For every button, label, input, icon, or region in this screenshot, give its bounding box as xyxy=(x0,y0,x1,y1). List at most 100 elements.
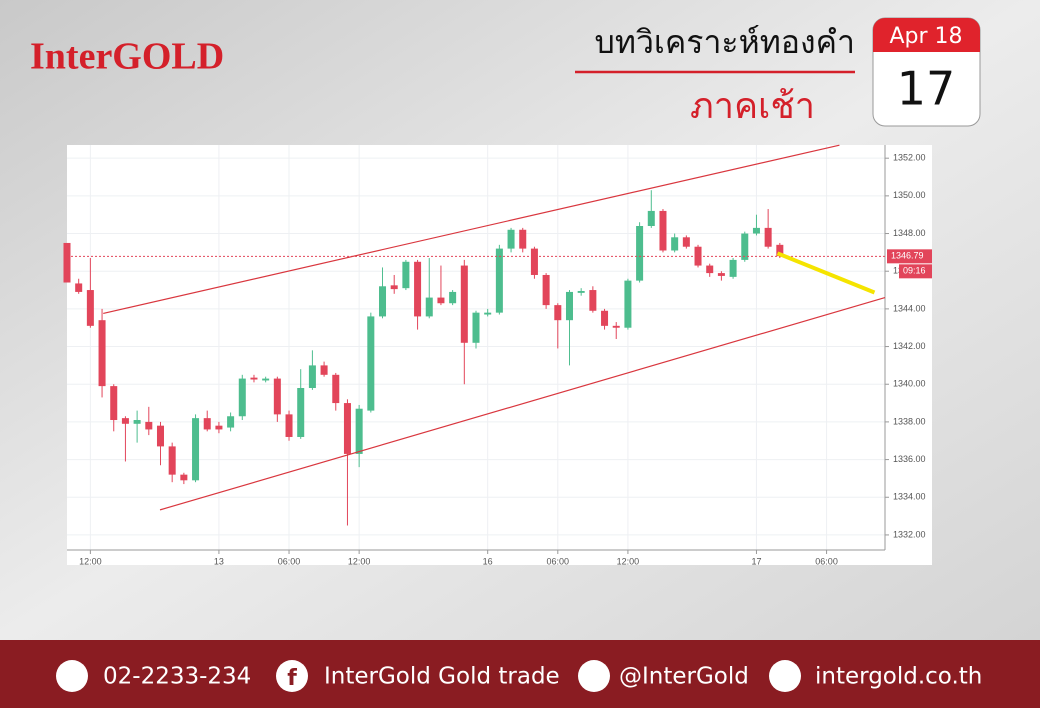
candle-body xyxy=(577,290,585,293)
candle-body xyxy=(764,227,772,247)
candle-body xyxy=(285,414,293,437)
candle-body xyxy=(215,425,223,430)
candle-body xyxy=(530,248,538,275)
x-tick-label: 06:00 xyxy=(815,556,838,566)
y-tick-label: 1336.00 xyxy=(893,454,926,464)
candle-body xyxy=(379,286,387,317)
candle-body xyxy=(262,378,270,381)
candle-body xyxy=(682,237,690,247)
title: บทวิเคราะห์ทองคำ xyxy=(595,23,855,61)
y-tick-label: 1344.00 xyxy=(893,303,926,313)
y-tick-label: 1334.00 xyxy=(893,492,926,502)
y-tick-label: 1348.00 xyxy=(893,228,926,238)
candle-body xyxy=(542,274,550,306)
candle-body xyxy=(110,386,118,421)
candle-body xyxy=(145,421,153,430)
x-tick-label: 06:00 xyxy=(547,556,570,566)
calendar-month: Apr 18 xyxy=(889,24,962,49)
candle-body xyxy=(192,418,200,481)
line-icon xyxy=(578,660,610,692)
candle-body xyxy=(402,261,410,289)
candle-body xyxy=(659,210,667,251)
candle-body xyxy=(297,388,305,437)
y-tick-label: 1338.00 xyxy=(893,416,926,426)
x-tick-label: 17 xyxy=(751,556,761,566)
candle-body xyxy=(472,312,480,343)
x-tick-label: 13 xyxy=(214,556,224,566)
x-tick-label: 12:00 xyxy=(617,556,640,566)
countdown-box xyxy=(899,264,932,279)
brand: InterGOLD xyxy=(30,36,224,78)
candle-body xyxy=(507,229,515,249)
calendar-day: 17 xyxy=(897,62,956,116)
candle-body xyxy=(671,237,679,251)
candle-body xyxy=(133,420,141,424)
y-tick-label: 1332.00 xyxy=(893,529,926,539)
candle-body xyxy=(156,425,164,447)
price-label-box xyxy=(887,249,932,264)
y-tick-label: 1352.00 xyxy=(893,153,926,163)
candle-body xyxy=(425,297,433,317)
countdown: 09:16 xyxy=(903,266,926,276)
candle-body xyxy=(250,377,258,380)
phone: 02-2233-234 xyxy=(103,664,251,690)
candle-body xyxy=(320,365,328,375)
candle-body xyxy=(308,365,316,388)
candle-body xyxy=(238,378,246,417)
x-tick-label: 12:00 xyxy=(79,556,102,566)
chart-panel xyxy=(67,145,932,565)
facebook: InterGold Gold trade xyxy=(324,664,560,690)
candle-body xyxy=(355,408,363,454)
line: @InterGold xyxy=(619,664,749,690)
candle-body xyxy=(460,265,468,343)
candle-body xyxy=(647,210,655,226)
candle-body xyxy=(694,246,702,266)
web-icon xyxy=(769,660,801,692)
candle-body xyxy=(367,316,375,411)
candle-body xyxy=(706,265,714,274)
candle-body xyxy=(741,233,749,260)
candle-body xyxy=(612,325,620,328)
candle-body xyxy=(121,418,129,424)
candle-body xyxy=(180,474,188,481)
candle-body xyxy=(437,297,445,304)
website: intergold.co.th xyxy=(815,664,982,690)
y-tick-label: 1342.00 xyxy=(893,341,926,351)
footer-band xyxy=(0,640,1040,708)
candle-body xyxy=(484,312,492,315)
candle-body xyxy=(752,227,760,234)
candle-body xyxy=(98,320,106,387)
channel-line xyxy=(103,144,840,314)
candle-body xyxy=(203,418,211,430)
candle-body xyxy=(776,244,784,257)
candle-body xyxy=(332,374,340,404)
y-tick-label: 1350.00 xyxy=(893,190,926,200)
phone-icon xyxy=(56,660,88,692)
forecast-arrow xyxy=(776,251,876,295)
candle-body xyxy=(495,248,503,313)
plot: 1332.00 1334.00 1336.00 1338.00 1340.00 1342.… xyxy=(63,144,932,566)
candle-body xyxy=(449,291,457,304)
candle-body xyxy=(589,290,597,311)
channel-line xyxy=(159,297,886,511)
facebook-glyph: f xyxy=(287,666,297,691)
candle-body xyxy=(601,310,609,326)
subtitle: ภาคเช้า xyxy=(690,86,815,127)
candle-body xyxy=(86,290,94,326)
candle-body xyxy=(63,242,71,283)
candle-body xyxy=(390,285,398,290)
y-tick-label: 1340.00 xyxy=(893,379,926,389)
x-tick-label: 16 xyxy=(483,556,493,566)
candle-body xyxy=(519,229,527,249)
candle-body xyxy=(554,305,562,321)
facebook-icon xyxy=(276,660,308,692)
candle-body xyxy=(343,403,351,454)
candle-body xyxy=(414,261,422,317)
candle-body xyxy=(273,378,281,415)
x-tick-label: 12:00 xyxy=(348,556,371,566)
candle-body xyxy=(565,291,573,321)
candle-body xyxy=(227,416,235,428)
x-tick-label: 06:00 xyxy=(278,556,301,566)
candle-body xyxy=(75,283,83,292)
